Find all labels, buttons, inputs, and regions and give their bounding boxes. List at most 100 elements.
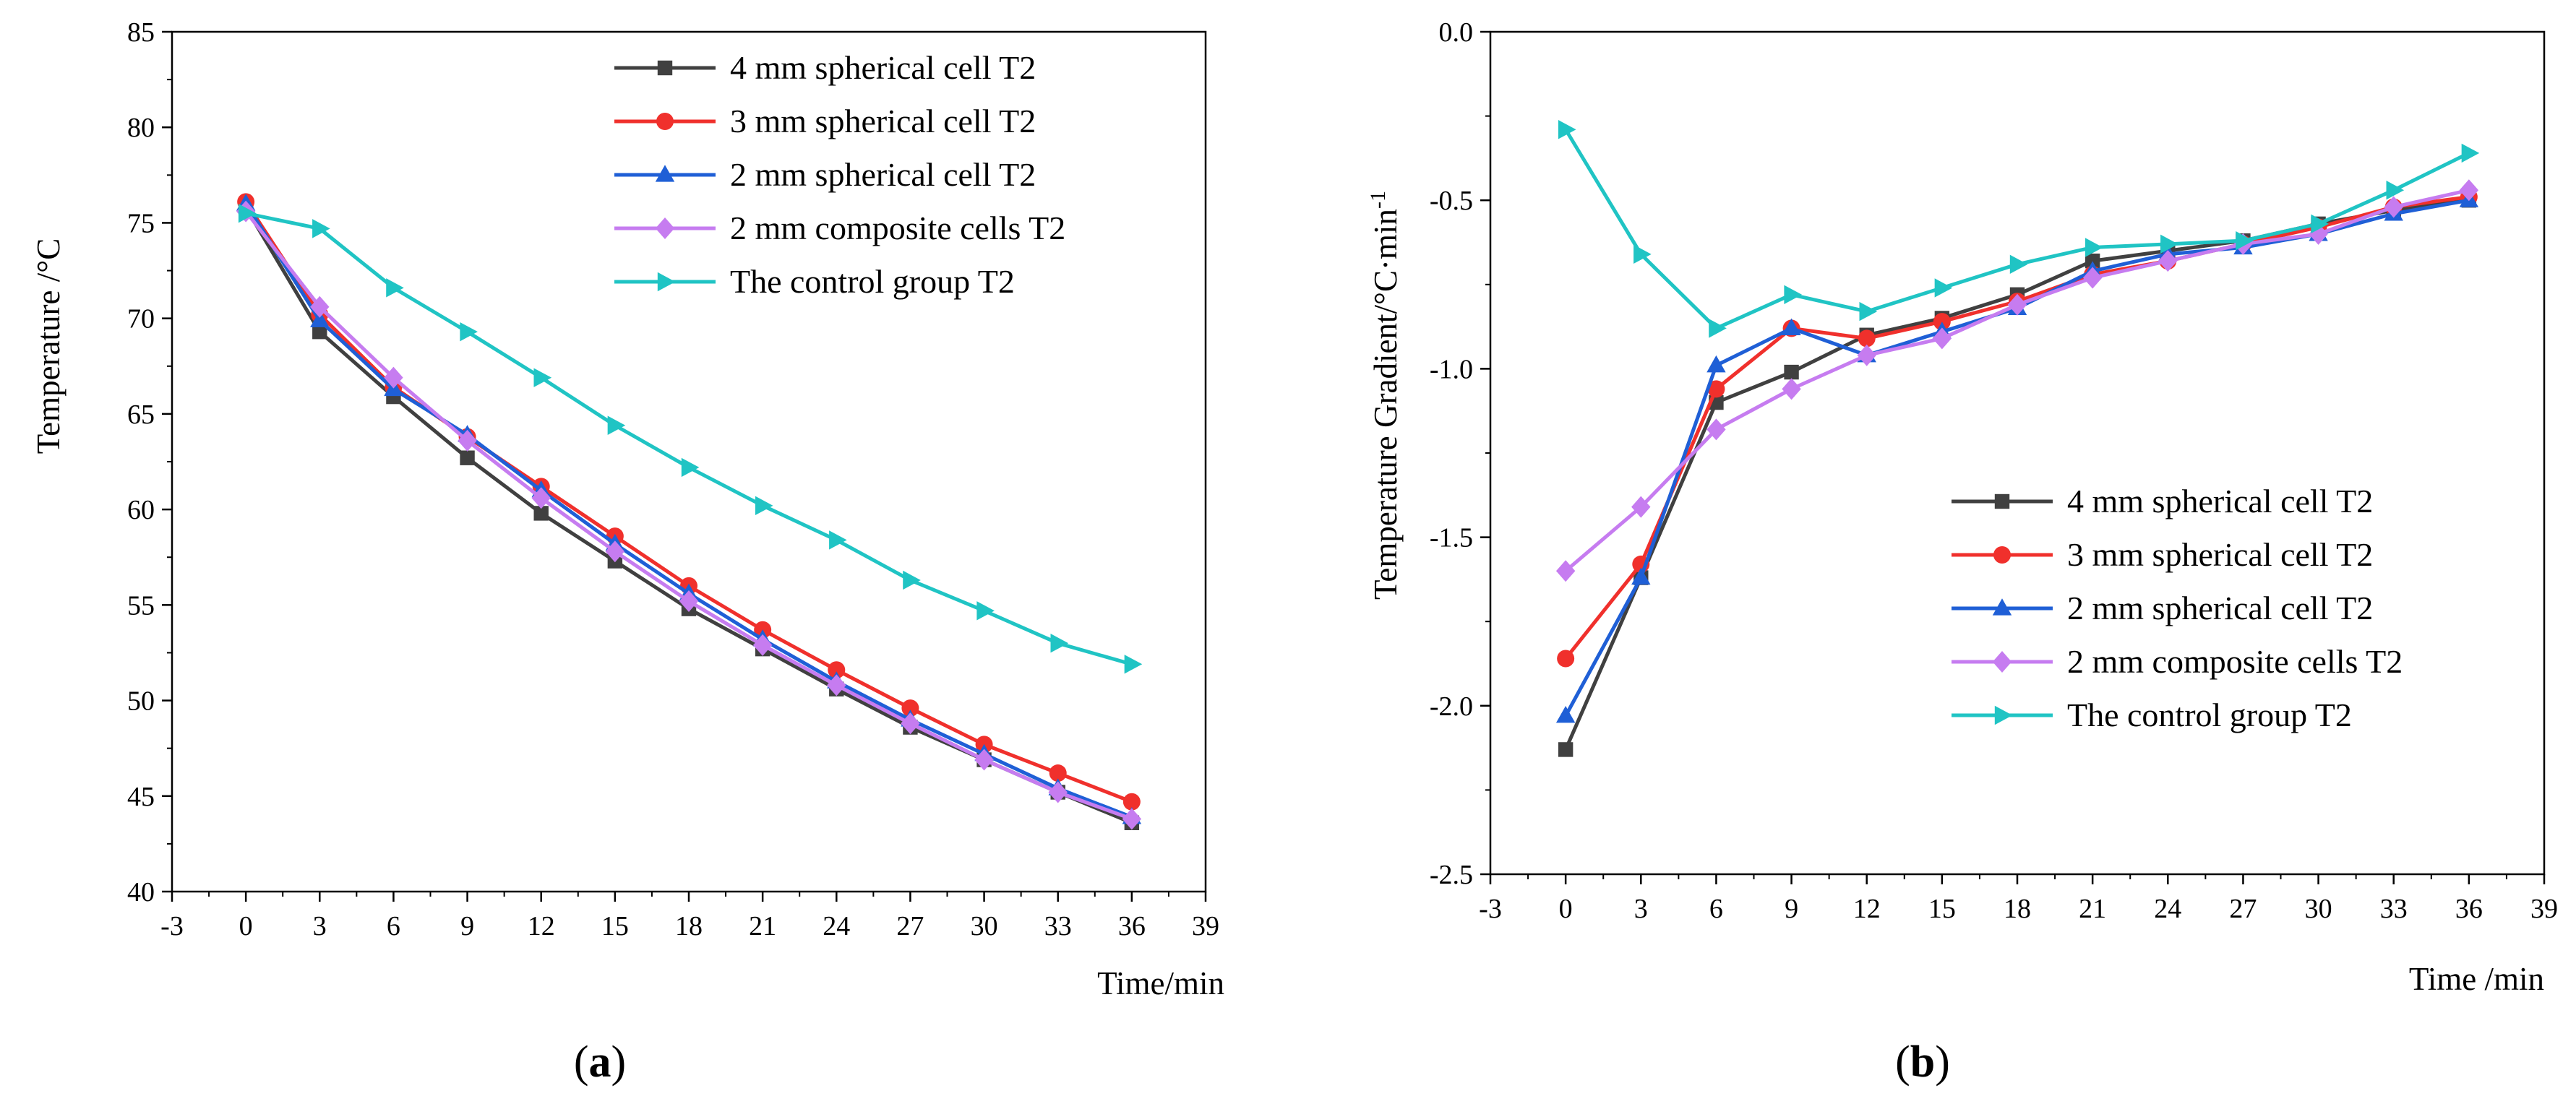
data-point <box>1782 378 1801 400</box>
data-point <box>901 699 919 717</box>
data-point <box>1124 655 1143 674</box>
legend-label: The control group T2 <box>2067 697 2352 733</box>
data-point <box>2236 230 2254 251</box>
x-axis-title: Time/min <box>1097 965 1224 1001</box>
panel-label-letter: b <box>1910 1038 1935 1087</box>
legend-marker <box>655 217 675 239</box>
data-point <box>679 590 699 613</box>
panel-label-letter: a <box>589 1038 611 1087</box>
data-point <box>1782 318 1801 336</box>
series-5 <box>238 204 1143 674</box>
x-tick-label: 39 <box>1192 911 1219 941</box>
y-tick-label: 65 <box>127 400 155 430</box>
x-tick-label: -3 <box>160 911 184 941</box>
data-point <box>310 296 330 318</box>
legend-marker <box>656 113 674 130</box>
legend-item: The control group T2 <box>1952 697 2352 733</box>
x-tick-label: 33 <box>2380 894 2408 924</box>
x-tick-label: 36 <box>2455 894 2483 924</box>
data-point <box>1631 567 1651 585</box>
x-tick-label: 18 <box>2004 894 2031 924</box>
x-tick-label: 15 <box>601 911 629 941</box>
x-tick-label: 12 <box>528 911 555 941</box>
y-tick-label: -2.0 <box>1430 691 1473 722</box>
legend-marker <box>657 272 676 292</box>
legend-marker <box>1994 705 2013 725</box>
y-tick-label: 85 <box>127 17 155 48</box>
y-tick-label: 70 <box>127 304 155 335</box>
y-tick-label: 0.0 <box>1439 17 1474 48</box>
data-point <box>1048 781 1068 803</box>
data-point <box>755 496 773 516</box>
data-point <box>2459 179 2479 202</box>
y-axis-title: Temperature /°C <box>30 238 66 454</box>
data-point <box>2007 293 2027 316</box>
data-point <box>1784 285 1802 304</box>
panel-label-a: (a) <box>574 1038 626 1087</box>
data-point <box>2009 254 2028 275</box>
x-tick-label: 27 <box>2229 894 2257 924</box>
panel-label-close-paren: ) <box>611 1038 627 1087</box>
x-tick-label: 0 <box>1559 894 1573 924</box>
legend-label: 3 mm spherical cell T2 <box>2067 536 2373 573</box>
data-point <box>2085 238 2103 257</box>
data-point <box>752 634 773 656</box>
legend: 4 mm spherical cell T2 3 mm spherical cel… <box>614 49 1065 300</box>
data-point <box>238 204 257 223</box>
x-tick-label: 27 <box>896 911 924 941</box>
data-point <box>533 368 552 387</box>
x-tick-label: 3 <box>313 911 327 941</box>
data-point <box>2158 250 2178 272</box>
y-tick-label: 60 <box>127 495 155 525</box>
x-tick-label: 24 <box>2154 894 2181 924</box>
x-tick-label: 6 <box>1709 894 1723 924</box>
data-point <box>460 450 475 465</box>
data-point <box>1122 808 1142 830</box>
legend-item: 4 mm spherical cell T2 <box>1952 483 2373 519</box>
legend-marker <box>657 60 673 76</box>
data-point <box>1631 496 1651 518</box>
data-point <box>386 278 404 298</box>
data-point <box>1933 313 1951 331</box>
data-point <box>533 506 549 521</box>
legend-item: 2 mm spherical cell T2 <box>614 156 1036 193</box>
data-point <box>976 601 995 621</box>
y-tick-label: 40 <box>127 877 155 907</box>
data-point <box>460 322 478 342</box>
data-point <box>681 457 700 478</box>
y-tick-label: 50 <box>127 686 155 717</box>
x-axis-title: Time /min <box>2409 961 2544 997</box>
x-tick-label: 33 <box>1044 911 1072 941</box>
chart-panel-a: -3 0 3 6 9 12 15 18 21 24 27 30 33 36 3940455055606570… <box>30 17 1224 1087</box>
data-point <box>1706 355 1726 373</box>
legend-label: 2 mm composite cells T2 <box>730 210 1065 246</box>
chart-panel-b: -3 0 3 6 9 12 15 18 21 24 27 30 33 36 39-2.5-2.0-1.5-1… <box>1366 17 2558 1087</box>
panel-label-open-paren: ( <box>574 1038 589 1087</box>
data-point <box>607 415 626 435</box>
data-point <box>1555 705 1576 723</box>
data-point <box>384 366 403 389</box>
x-tick-label: 9 <box>1785 894 1798 924</box>
data-point <box>1558 120 1576 139</box>
x-tick-label: 21 <box>749 911 776 941</box>
data-point <box>903 570 921 590</box>
data-point <box>1122 793 1141 811</box>
data-point <box>828 661 846 679</box>
panel-label-open-paren: ( <box>1895 1038 1910 1087</box>
data-point <box>1857 344 1876 366</box>
series-5 <box>1558 120 2480 338</box>
data-point <box>2085 253 2100 269</box>
data-point <box>901 712 920 735</box>
x-tick-label: 3 <box>1634 894 1648 924</box>
legend-item: The control group T2 <box>614 263 1015 300</box>
legend: 4 mm spherical cell T2 3 mm spherical cel… <box>1952 483 2403 733</box>
x-tick-label: 36 <box>1118 911 1146 941</box>
data-point <box>974 749 994 771</box>
legend-item: 4 mm spherical cell T2 <box>614 49 1036 86</box>
x-tick-label: 39 <box>2530 894 2558 924</box>
legend-marker <box>1993 546 2011 564</box>
data-point <box>1934 278 1953 298</box>
data-point <box>1858 329 1876 348</box>
